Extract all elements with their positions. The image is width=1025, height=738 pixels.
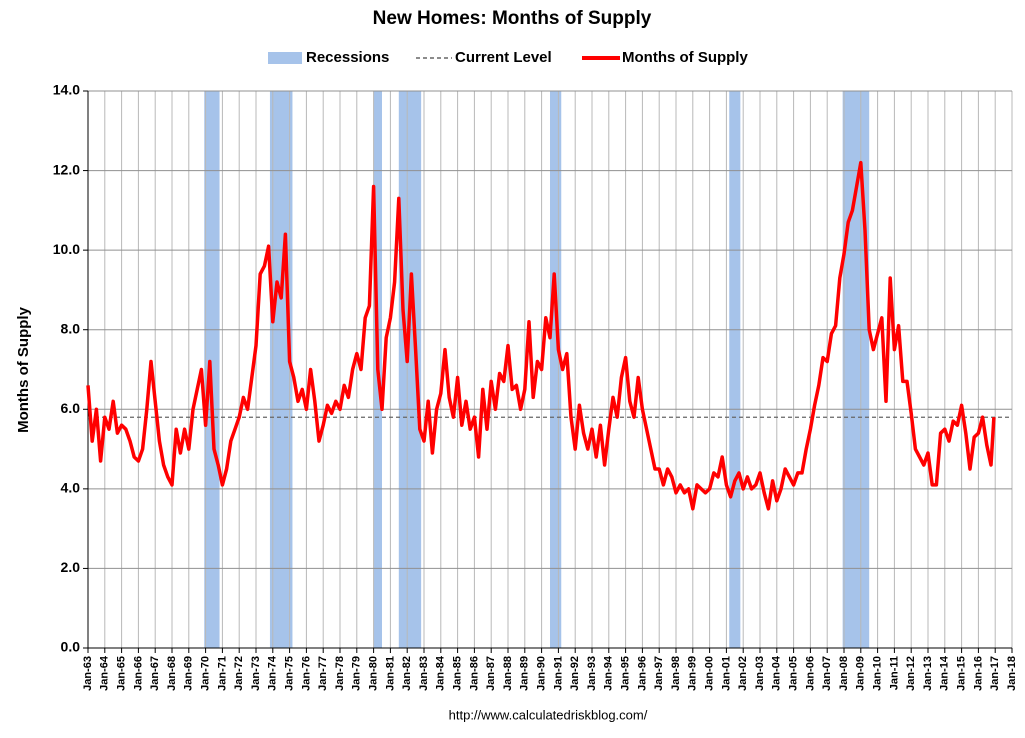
x-tick-label: Jan-74 bbox=[267, 655, 279, 691]
recession-band bbox=[398, 91, 422, 648]
x-tick-label: Jan-01 bbox=[720, 656, 732, 691]
x-tick-label: Jan-75 bbox=[284, 656, 296, 691]
y-tick-label: 8.0 bbox=[61, 320, 81, 336]
x-tick-label: Jan-65 bbox=[116, 656, 128, 691]
legend-label: Recessions bbox=[306, 49, 389, 66]
x-tick-label: Jan-69 bbox=[183, 656, 195, 691]
chart-title: New Homes: Months of Supply bbox=[373, 8, 652, 29]
x-tick-label: Jan-79 bbox=[351, 656, 363, 691]
x-tick-label: Jan-97 bbox=[653, 656, 665, 691]
x-tick-label: Jan-67 bbox=[149, 656, 161, 691]
x-tick-label: Jan-11 bbox=[888, 656, 900, 690]
x-tick-label: Jan-78 bbox=[334, 656, 346, 691]
y-tick-label: 6.0 bbox=[61, 400, 81, 416]
y-tick-label: 2.0 bbox=[61, 559, 81, 575]
x-tick-label: Jan-17 bbox=[989, 656, 1001, 691]
x-tick-label: Jan-87 bbox=[485, 656, 497, 691]
y-tick-label: 10.0 bbox=[53, 241, 80, 257]
x-tick-label: Jan-10 bbox=[872, 656, 884, 691]
x-tick-label: Jan-05 bbox=[788, 656, 800, 691]
x-tick-label: Jan-18 bbox=[1006, 656, 1018, 691]
recession-band bbox=[729, 91, 741, 648]
x-tick-label: Jan-90 bbox=[536, 656, 548, 691]
y-tick-label: 14.0 bbox=[53, 82, 80, 98]
x-tick-label: Jan-76 bbox=[300, 656, 312, 691]
series-line bbox=[86, 160, 996, 511]
x-tick-label: Jan-15 bbox=[956, 656, 968, 691]
x-tick-label: Jan-82 bbox=[401, 656, 413, 691]
x-tick-label: Jan-71 bbox=[216, 656, 228, 691]
x-tick-label: Jan-03 bbox=[754, 656, 766, 691]
source: http://www.calculatedriskblog.com/ bbox=[449, 707, 648, 722]
x-tick-label: Jan-02 bbox=[737, 656, 749, 691]
x-tick-label: Jan-92 bbox=[569, 656, 581, 691]
x-tick-label: Jan-80 bbox=[368, 656, 380, 691]
y-tick-label: 4.0 bbox=[61, 480, 81, 496]
y-axis-label: Months of Supply bbox=[15, 306, 32, 432]
x-tick-label: Jan-70 bbox=[200, 656, 212, 691]
x-tick-label: Jan-77 bbox=[317, 656, 329, 691]
x-tick-label: Jan-09 bbox=[855, 656, 867, 691]
x-tick-label: Jan-66 bbox=[132, 656, 144, 691]
x-tick-label: Jan-06 bbox=[804, 656, 816, 691]
x-tick-label: Jan-08 bbox=[838, 656, 850, 691]
x-tick-label: Jan-07 bbox=[821, 656, 833, 691]
x-tick-label: Jan-16 bbox=[972, 656, 984, 691]
x-tick-label: Jan-84 bbox=[435, 655, 447, 691]
x-tick-label: Jan-64 bbox=[99, 655, 111, 691]
x-tick-label: Jan-14 bbox=[939, 655, 951, 691]
x-tick-label: Jan-93 bbox=[586, 656, 598, 691]
y-tick-label: 0.0 bbox=[61, 639, 81, 655]
y-tick-label: 12.0 bbox=[53, 161, 80, 177]
x-tick-label: Jan-95 bbox=[620, 656, 632, 691]
recession-band bbox=[269, 91, 293, 648]
x-tick-label: Jan-00 bbox=[704, 656, 716, 691]
x-tick-label: Jan-81 bbox=[384, 656, 396, 691]
x-tick-label: Jan-68 bbox=[166, 656, 178, 691]
legend-swatch bbox=[268, 52, 302, 64]
x-tick-label: Jan-85 bbox=[452, 656, 464, 691]
x-tick-label: Jan-96 bbox=[636, 656, 648, 691]
x-tick-label: Jan-73 bbox=[250, 656, 262, 691]
legend-label: Months of Supply bbox=[622, 49, 748, 66]
x-tick-label: Jan-83 bbox=[418, 656, 430, 691]
x-tick-label: Jan-12 bbox=[905, 656, 917, 691]
x-tick-label: Jan-99 bbox=[687, 656, 699, 691]
x-tick-label: Jan-94 bbox=[603, 655, 615, 691]
recession-band bbox=[550, 91, 562, 648]
x-tick-label: Jan-13 bbox=[922, 656, 934, 691]
x-tick-label: Jan-88 bbox=[502, 656, 514, 691]
x-tick-label: Jan-63 bbox=[82, 656, 94, 691]
x-tick-label: Jan-72 bbox=[233, 656, 245, 691]
x-tick-label: Jan-86 bbox=[468, 656, 480, 691]
x-tick-label: Jan-04 bbox=[771, 655, 783, 691]
legend-label: Current Level bbox=[455, 49, 552, 66]
x-tick-label: Jan-98 bbox=[670, 656, 682, 691]
x-tick-label: Jan-89 bbox=[519, 656, 531, 691]
recession-band bbox=[842, 91, 870, 648]
x-tick-label: Jan-91 bbox=[552, 656, 564, 691]
